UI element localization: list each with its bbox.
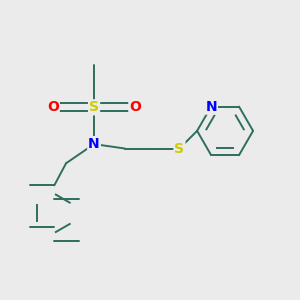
Text: N: N xyxy=(88,137,100,151)
Text: N: N xyxy=(205,100,217,114)
Text: S: S xyxy=(174,142,184,155)
Text: S: S xyxy=(89,100,99,114)
Text: O: O xyxy=(47,100,59,114)
Text: O: O xyxy=(129,100,141,114)
